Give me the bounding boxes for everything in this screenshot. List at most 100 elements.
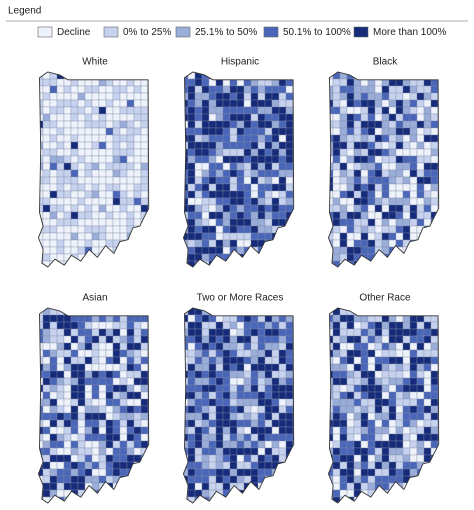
tract xyxy=(187,85,196,94)
tract xyxy=(70,106,79,115)
tract xyxy=(194,356,203,365)
tract xyxy=(208,335,217,344)
tract xyxy=(388,419,397,428)
tract xyxy=(229,183,238,192)
tract xyxy=(353,398,362,407)
tract xyxy=(119,447,128,456)
tract xyxy=(278,384,287,393)
tract xyxy=(430,134,439,143)
tract xyxy=(243,363,252,372)
tract xyxy=(147,454,149,463)
tract xyxy=(42,321,51,330)
tract xyxy=(346,475,355,484)
tract xyxy=(346,155,355,164)
tract xyxy=(264,391,273,400)
tract xyxy=(278,370,287,379)
tract xyxy=(271,211,280,220)
tract xyxy=(395,468,404,477)
tract xyxy=(222,169,231,178)
tract xyxy=(236,113,245,122)
tract xyxy=(243,370,252,379)
tract xyxy=(119,461,128,470)
tract xyxy=(42,148,51,157)
tract xyxy=(229,454,238,463)
tract xyxy=(285,433,294,442)
tract xyxy=(332,169,341,178)
tract xyxy=(222,218,231,227)
tract xyxy=(77,454,86,463)
tract xyxy=(264,433,273,442)
tract xyxy=(388,377,397,386)
tract xyxy=(243,398,252,407)
tract xyxy=(367,447,376,456)
tract xyxy=(222,211,231,220)
tract xyxy=(126,190,135,199)
tract xyxy=(271,447,280,456)
tract xyxy=(63,377,72,386)
tract xyxy=(416,489,425,498)
tract xyxy=(147,489,149,498)
tract xyxy=(360,113,369,122)
tract xyxy=(264,489,273,498)
tract xyxy=(360,162,369,171)
tract xyxy=(236,127,245,136)
tract xyxy=(292,377,294,386)
tract xyxy=(119,204,128,213)
tract xyxy=(367,328,376,337)
tract xyxy=(201,232,210,241)
tract xyxy=(278,106,287,115)
tract xyxy=(423,85,432,94)
tract xyxy=(285,99,294,108)
tract xyxy=(236,398,245,407)
tract xyxy=(84,113,93,122)
tract xyxy=(236,85,245,94)
tract xyxy=(236,162,245,171)
tract xyxy=(271,384,280,393)
tract xyxy=(133,342,142,351)
tract xyxy=(264,155,273,164)
tract xyxy=(416,447,425,456)
tract xyxy=(409,113,418,122)
tract xyxy=(346,225,355,234)
state-map xyxy=(183,308,294,503)
tract xyxy=(126,426,135,435)
tract xyxy=(332,246,341,255)
tract xyxy=(222,141,231,150)
tract xyxy=(374,155,383,164)
tract xyxy=(42,232,51,241)
tract xyxy=(215,190,224,199)
tract xyxy=(430,176,439,185)
tract xyxy=(388,176,397,185)
tract xyxy=(257,426,266,435)
tract xyxy=(98,363,107,372)
tract xyxy=(409,461,418,470)
tract xyxy=(105,169,114,178)
tract xyxy=(187,349,196,358)
tract xyxy=(229,134,238,143)
tract xyxy=(381,225,390,234)
tract xyxy=(98,176,107,185)
tract xyxy=(215,72,224,80)
tract xyxy=(278,335,287,344)
tract xyxy=(112,412,121,421)
tract xyxy=(367,426,376,435)
tract xyxy=(388,349,397,358)
tract xyxy=(285,183,294,192)
tract xyxy=(77,356,86,365)
tract xyxy=(194,197,203,206)
tract xyxy=(222,106,231,115)
tract xyxy=(423,405,432,414)
tract xyxy=(339,239,348,248)
tract xyxy=(105,461,114,470)
tract xyxy=(49,482,58,491)
tract xyxy=(133,253,142,262)
tract xyxy=(63,155,72,164)
tract xyxy=(105,148,114,157)
tract xyxy=(98,99,107,108)
tract xyxy=(42,113,51,122)
tract xyxy=(105,239,114,248)
tract xyxy=(91,384,100,393)
tract xyxy=(63,419,72,428)
tract xyxy=(140,197,149,206)
tract xyxy=(56,190,65,199)
